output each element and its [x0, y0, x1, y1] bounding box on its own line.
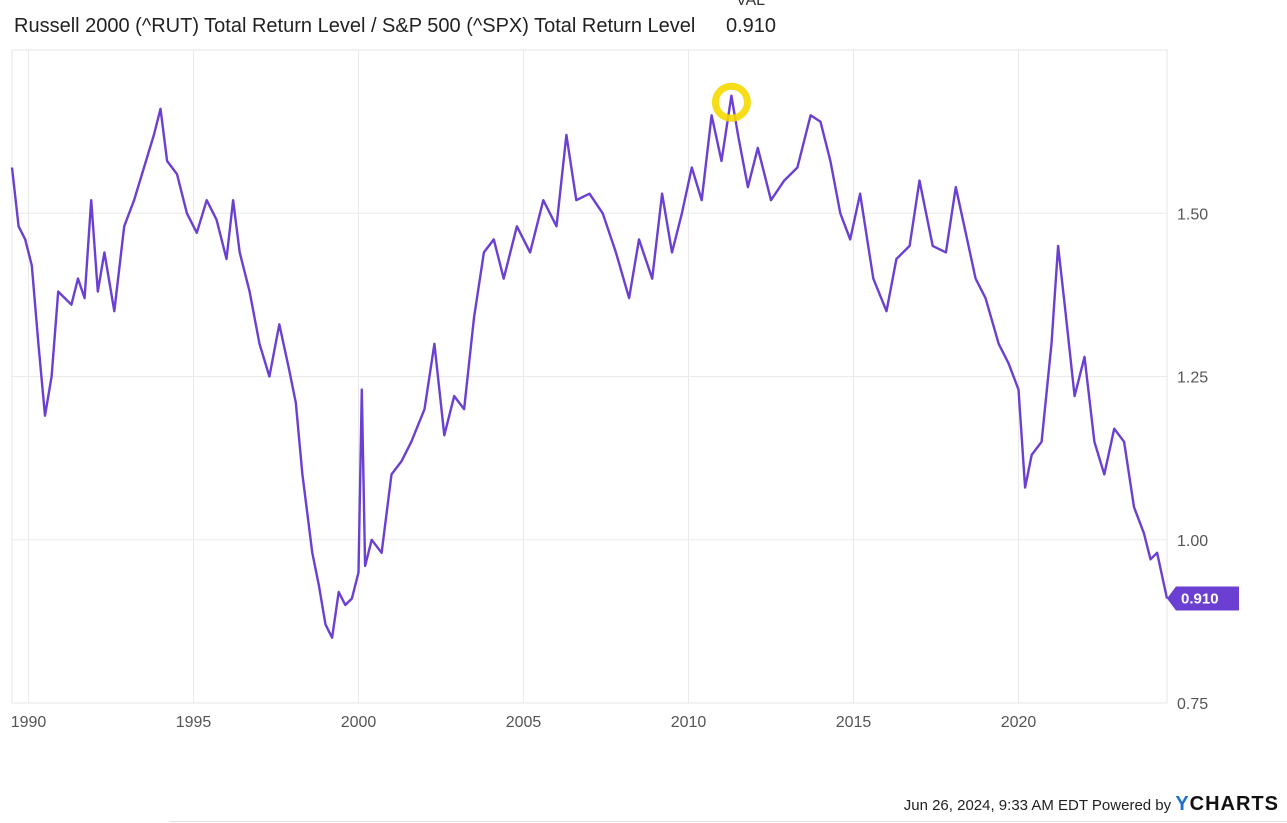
x-tick-labels: 1990 1995 2000 2005 2010 2015 2020 — [11, 714, 1037, 731]
legend-series-name: Russell 2000 (^RUT) Total Return Level /… — [14, 15, 696, 37]
footer-powered-by: Powered by — [1091, 797, 1172, 814]
annotation-group — [711, 82, 751, 122]
x-tick-label: 1995 — [176, 714, 212, 731]
end-value-badge: 0.910 — [1167, 586, 1239, 611]
x-tick-label: 2000 — [341, 714, 377, 731]
x-gridlines — [28, 50, 1019, 703]
series-group — [10, 94, 1169, 639]
ycharts-logo-mark: Y — [1175, 793, 1190, 815]
y-tick-labels: 0.75 1.00 1.25 1.50 — [1177, 206, 1208, 713]
footer-attribution: Jun 26, 2024, 9:33 AM EDT Powered by YCH… — [904, 793, 1279, 816]
end-value-badge-shape — [1167, 586, 1239, 611]
highlight-circle — [711, 82, 751, 122]
y-tick-label: 1.00 — [1177, 533, 1208, 550]
legend-value-header: VAL — [736, 0, 766, 9]
x-tick-label: 1990 — [11, 714, 47, 731]
y-tick-label: 1.25 — [1177, 370, 1208, 387]
line-chart: 0.75 1.00 1.25 1.50 1990 1995 2000 2005 2010 201… — [10, 49, 1239, 731]
x-tick-label: 2015 — [836, 714, 872, 731]
x-tick-label: 2010 — [671, 714, 707, 731]
y-gridlines — [12, 212, 1167, 704]
y-tick-label: 1.50 — [1177, 206, 1208, 223]
x-tick-label: 2005 — [506, 714, 542, 731]
series-line — [10, 94, 1169, 639]
bottom-divider — [170, 821, 1287, 822]
plot-area — [11, 49, 1168, 704]
x-tick-label: 2020 — [1001, 714, 1037, 731]
ycharts-logo-text: CHARTS — [1189, 793, 1279, 815]
footer-timestamp: Jun 26, 2024, 9:33 AM EDT — [903, 797, 1088, 814]
end-value-label: 0.910 — [1181, 591, 1219, 608]
y-tick-label: 0.75 — [1177, 696, 1208, 713]
ycharts-logo[interactable]: YCHARTS — [1175, 793, 1279, 815]
legend-series-value: 0.910 — [726, 15, 777, 37]
